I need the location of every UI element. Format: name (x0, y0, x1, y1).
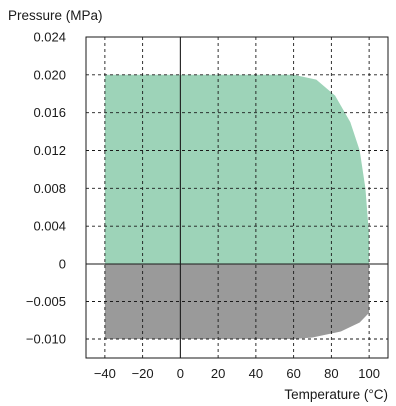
positive-pressure-region (104, 74, 370, 264)
x-axis-title: Temperature (°C) (284, 387, 388, 402)
y-tick-label: −0.010 (26, 332, 66, 347)
x-tick-label: 0 (177, 366, 184, 381)
x-tick-label: −20 (132, 366, 154, 381)
y-tick-label: 0.004 (33, 219, 66, 234)
x-tick-label: 40 (249, 366, 263, 381)
y-axis-title: Pressure (MPa) (8, 8, 103, 23)
x-tick-labels: −40 −20 0 20 40 60 80 100 (94, 366, 380, 381)
x-tick-label: 60 (286, 366, 300, 381)
y-tick-label: 0.016 (33, 105, 66, 120)
grid (86, 37, 388, 358)
y-tick-label: 0.024 (33, 30, 66, 45)
frame (85, 36, 389, 359)
y-tick-labels: 0.024 0.020 0.016 0.012 0.008 0.004 0 −0.005 −0.… (26, 30, 66, 347)
y-tick-label: 0 (59, 257, 66, 272)
x-tick-label: 20 (211, 366, 225, 381)
x-tick-label: 80 (324, 366, 338, 381)
x-tick-label: 100 (358, 366, 380, 381)
y-tick-label: 0.012 (33, 143, 66, 158)
x-tick-label: −40 (94, 366, 116, 381)
y-tick-label: −0.005 (26, 294, 66, 309)
y-tick-label: 0.020 (33, 67, 66, 82)
y-tick-label: 0.008 (33, 181, 66, 196)
plot-frame (85, 36, 389, 359)
regions (104, 74, 370, 339)
